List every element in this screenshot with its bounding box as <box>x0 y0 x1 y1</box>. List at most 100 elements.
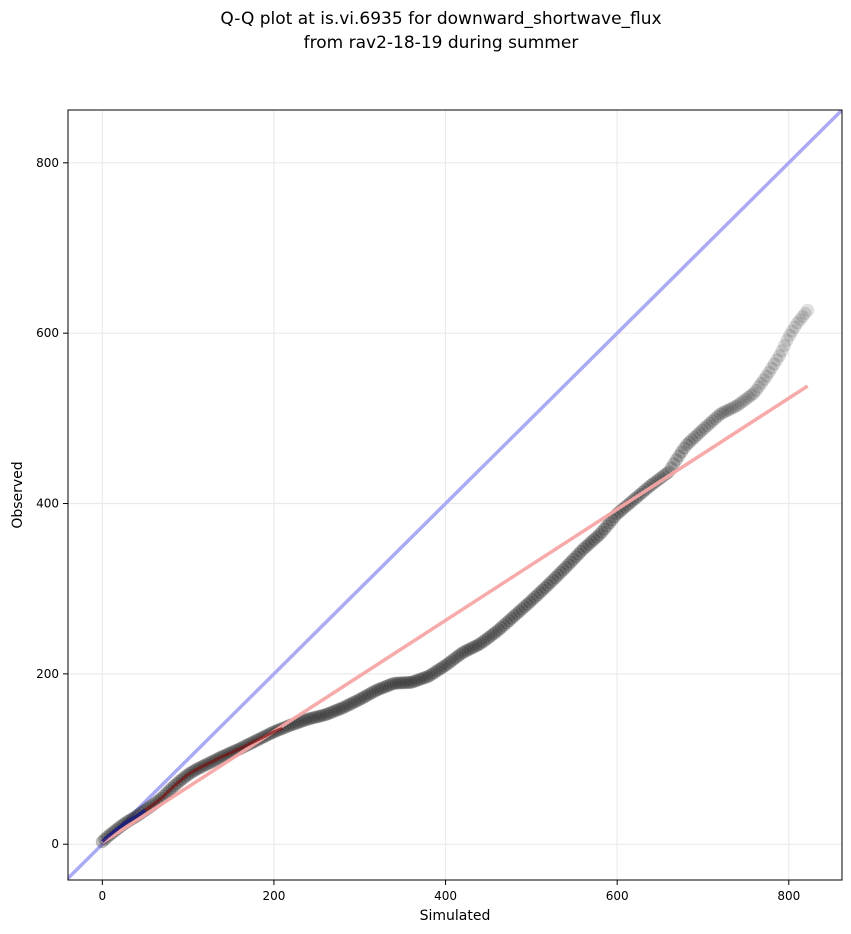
quantile-point <box>778 339 791 352</box>
quantile-point <box>397 676 410 690</box>
quantile-point <box>301 712 315 726</box>
x-tick-label: 0 <box>99 889 107 903</box>
quantile-point <box>530 588 544 602</box>
quantile-point <box>394 676 408 690</box>
quantile-point <box>600 519 614 533</box>
quantile-point <box>335 701 349 715</box>
quantile-point <box>319 707 333 721</box>
quantile-point <box>463 642 477 656</box>
quantile-point <box>304 711 318 725</box>
quantile-point <box>510 607 524 621</box>
y-axis-ticks: 0 200 400 600 800 <box>36 156 68 851</box>
quantile-point <box>407 675 421 688</box>
quantile-point <box>525 593 539 607</box>
chart-title-line-2: from rav2-18-19 during summer <box>304 33 579 53</box>
quantile-point <box>409 674 423 688</box>
quantile-point <box>448 651 462 665</box>
quantile-point <box>373 682 387 696</box>
quantile-point <box>780 333 794 347</box>
quantile-point <box>693 426 707 440</box>
quantile-point <box>785 324 799 338</box>
quantile-point <box>487 627 501 641</box>
quantile-point <box>294 715 307 729</box>
quantile-point <box>574 544 588 558</box>
quantile-point <box>317 708 331 722</box>
quantile-point <box>597 522 611 536</box>
quantile-point <box>443 655 457 669</box>
quantile-point <box>518 600 531 614</box>
y-tick-label: 600 <box>36 326 59 340</box>
quantile-point <box>790 316 804 330</box>
quantile-point <box>363 687 377 701</box>
quantile-point <box>384 678 398 692</box>
quantile-point <box>559 560 573 574</box>
y-tick-label: 800 <box>36 156 59 170</box>
quantile-point <box>685 433 699 447</box>
quantile-point <box>502 614 516 628</box>
quantile-point <box>345 696 359 710</box>
quantile-point <box>353 692 367 706</box>
x-axis-label: Simulated <box>420 908 491 924</box>
quantile-point <box>445 653 459 667</box>
quantile-point <box>760 369 773 383</box>
quantile-point <box>337 700 351 714</box>
quantile-point <box>590 530 604 544</box>
quantile-point <box>734 396 748 410</box>
mid-quantile-segment <box>144 727 284 812</box>
quantile-point <box>569 550 583 564</box>
quantile-point <box>718 405 732 418</box>
x-tick-label: 600 <box>606 889 629 903</box>
quantile-point <box>469 639 483 653</box>
quantile-point <box>520 598 534 611</box>
quantile-point <box>595 525 609 539</box>
quantile-point <box>536 583 549 597</box>
quantile-point <box>355 691 369 705</box>
quantile-point <box>361 688 374 702</box>
quantile-point <box>687 431 701 444</box>
x-tick-label: 400 <box>434 889 457 903</box>
quantile-point <box>752 380 766 394</box>
quantile-point <box>757 373 771 387</box>
quantile-point <box>711 409 725 423</box>
quantile-point <box>523 595 537 609</box>
quantile-point <box>736 394 750 408</box>
quantile-point <box>358 690 372 704</box>
quantile-point <box>402 676 416 689</box>
quantile-point <box>474 636 488 650</box>
quantile-point <box>572 547 586 561</box>
quantile-point <box>541 578 555 592</box>
quantile-point <box>742 390 755 404</box>
quantile-point <box>309 710 323 724</box>
quantile-point <box>731 398 745 412</box>
chart-title-line-1: Q-Q plot at is.vi.6935 for downward_shor… <box>220 9 661 29</box>
quantile-point <box>507 609 521 623</box>
quantile-point <box>554 566 567 579</box>
quantile-point <box>772 349 786 363</box>
plot-area <box>68 110 842 880</box>
quantile-point <box>425 667 439 681</box>
quantile-point <box>749 383 763 397</box>
quantile-point <box>389 676 403 690</box>
quantile-point <box>348 695 362 709</box>
quantile-point <box>579 539 593 553</box>
quantile-point <box>739 392 753 406</box>
quantile-point <box>587 533 601 546</box>
quantile-point <box>412 673 426 687</box>
quantile-point <box>404 675 418 689</box>
y-tick-label: 400 <box>36 497 59 511</box>
quantile-point <box>783 328 797 342</box>
x-axis-ticks: 0 200 400 600 800 <box>99 880 800 903</box>
quantile-point <box>368 684 382 698</box>
quantile-point <box>471 638 485 652</box>
quantile-point <box>564 555 578 569</box>
quantile-point <box>770 353 784 367</box>
quantile-point <box>796 310 809 324</box>
quantile-point <box>775 344 789 358</box>
quantile-point <box>391 676 405 690</box>
quantile-point <box>482 631 495 645</box>
quantile-point <box>456 646 470 660</box>
quantile-point <box>332 702 346 716</box>
quantile-point <box>551 568 565 582</box>
quantile-point <box>584 535 598 549</box>
quantile-point <box>330 703 344 717</box>
